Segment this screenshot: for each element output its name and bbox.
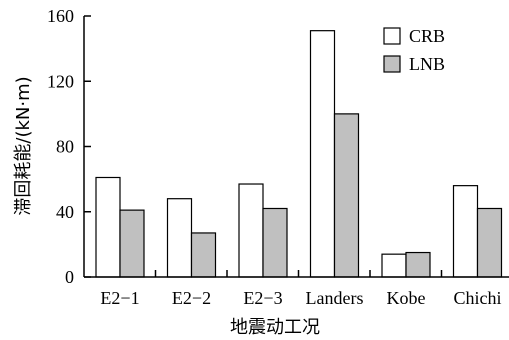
bar-lnb-5 (476, 207, 503, 278)
bar-crb-5 (452, 185, 479, 278)
x-tick-label: E2−3 (243, 288, 282, 308)
bar-crb-0 (95, 176, 121, 278)
legend-swatch-lnb (383, 55, 401, 73)
y-tick-label: 40 (56, 202, 74, 222)
y-tick-label: 120 (47, 71, 74, 91)
axes-layer (83, 16, 509, 278)
legend-swatch-crb (383, 27, 401, 45)
y-tick-label: 160 (47, 6, 74, 26)
bar-lnb-3 (333, 113, 360, 278)
legend: CRB LNB (383, 26, 445, 74)
x-ticks: E2−1 E2−2 E2−3 Landers Kobe Chichi (100, 270, 502, 308)
bar-lnb-2 (262, 207, 288, 278)
bar-crb-4 (381, 253, 407, 278)
x-tick-label: E2−2 (172, 288, 211, 308)
x-tick-label: E2−1 (100, 288, 139, 308)
x-tick-label: Kobe (387, 288, 426, 308)
y-axis-title: 滞回耗能/(kN·m) (13, 76, 34, 215)
bar-crb-1 (166, 198, 193, 278)
y-tick-label: 80 (56, 137, 74, 157)
y-ticks: 0 40 80 120 160 (47, 6, 91, 287)
bar-crb-2 (238, 183, 264, 278)
bars-layer (95, 30, 503, 278)
y-tick-label: 0 (65, 267, 74, 287)
bar-lnb-4 (405, 251, 431, 278)
x-tick-label: Chichi (454, 288, 502, 308)
legend-label-crb: CRB (409, 26, 445, 46)
x-axis-title: 地震动工况 (230, 317, 320, 338)
x-tick-label: Landers (306, 288, 364, 308)
bar-lnb-1 (190, 232, 217, 278)
bar-lnb-0 (119, 209, 145, 278)
bar-crb-3 (309, 30, 336, 278)
legend-label-lnb: LNB (409, 54, 445, 74)
